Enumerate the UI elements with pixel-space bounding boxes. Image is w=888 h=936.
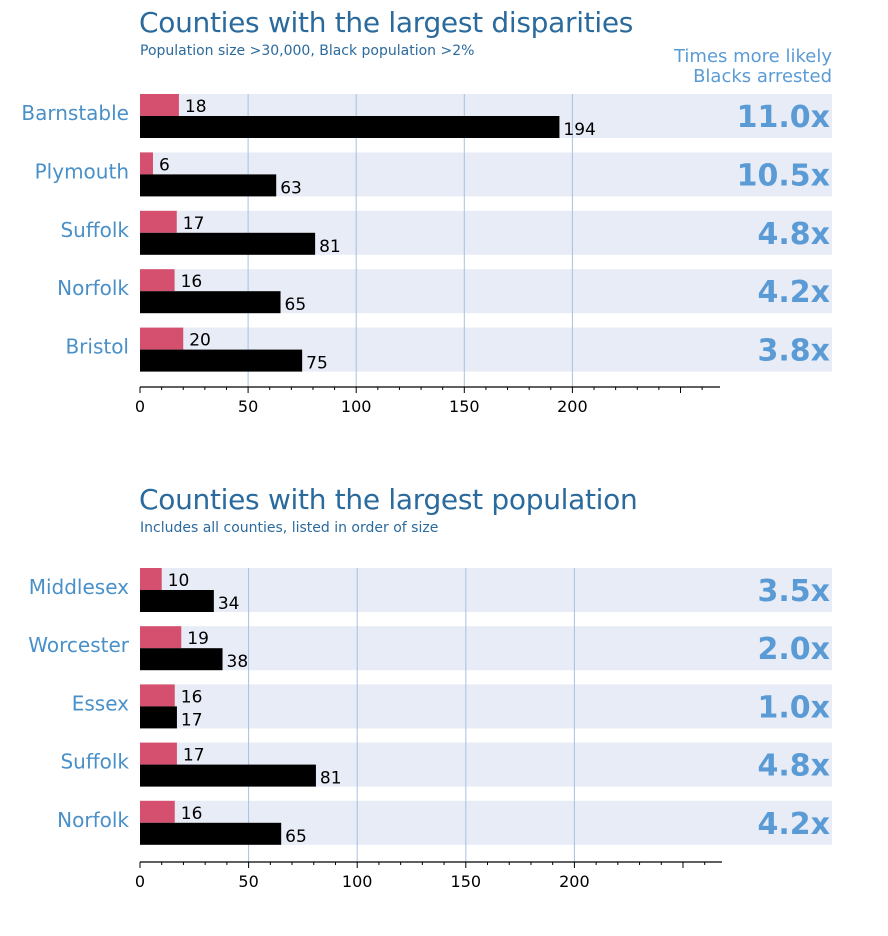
data-label: 19 — [187, 629, 209, 649]
bar-white — [140, 626, 182, 649]
bar-white — [140, 742, 177, 765]
data-label: 16 — [181, 272, 203, 292]
bar-white — [140, 327, 184, 350]
row-band — [140, 626, 832, 671]
data-label: 34 — [218, 594, 240, 614]
bar-black — [140, 349, 303, 372]
category-label: Suffolk — [60, 750, 129, 774]
data-label: 18 — [185, 97, 207, 117]
disparities-chart-plot: Barnstable 18 194 11.0x Plymouth 6 63 10.5x Suff… — [21, 94, 832, 416]
bar-white — [140, 684, 175, 707]
ratio-label: 3.5x — [758, 574, 831, 609]
ratio-label: 10.5x — [737, 158, 830, 193]
bar-black — [140, 291, 281, 314]
category-label: Middlesex — [29, 575, 129, 599]
category-label: Barnstable — [21, 101, 129, 125]
ratio-header-line: Blacks arrested — [693, 66, 832, 87]
ratio-label: 1.0x — [758, 690, 831, 725]
x-tick-label: 50 — [238, 397, 258, 416]
bar-white — [140, 210, 177, 233]
chart-subtitle: Includes all counties, listed in order o… — [140, 520, 439, 536]
chart-title: Counties with the largest disparities — [139, 6, 634, 39]
data-label: 17 — [183, 214, 205, 234]
x-tick-label: 0 — [135, 397, 145, 416]
x-tick-label: 150 — [451, 872, 482, 891]
data-label: 16 — [181, 804, 203, 824]
data-label: 63 — [280, 178, 302, 198]
x-tick-label: 100 — [342, 872, 373, 891]
ratio-header: Times more likely Blacks arrested — [674, 47, 832, 87]
data-label: 6 — [159, 155, 170, 175]
bar-black — [140, 648, 223, 671]
data-label: 20 — [189, 331, 211, 351]
x-tick-label: 100 — [341, 397, 372, 416]
chart-title: Counties with the largest population — [139, 483, 638, 516]
x-tick-label: 0 — [135, 872, 145, 891]
data-label: 38 — [227, 652, 249, 672]
data-label: 194 — [563, 120, 595, 140]
data-label: 65 — [285, 827, 307, 847]
data-label: 17 — [181, 710, 203, 730]
ratio-header-line: Times more likely — [673, 46, 832, 67]
bar-black — [140, 822, 282, 845]
bar-black — [140, 174, 277, 197]
ratio-label: 4.2x — [758, 275, 831, 310]
ratio-label: 3.8x — [758, 334, 831, 369]
data-label: 75 — [306, 354, 328, 374]
bar-white — [140, 800, 175, 823]
category-label: Essex — [72, 691, 129, 715]
bar-white — [140, 152, 153, 175]
data-label: 16 — [181, 687, 203, 707]
bar-black — [140, 232, 316, 255]
ratio-label: 4.8x — [758, 217, 831, 252]
row-band — [140, 684, 832, 729]
data-label: 65 — [285, 295, 307, 315]
category-label: Norfolk — [57, 808, 129, 832]
category-label: Norfolk — [57, 276, 129, 300]
bar-black — [140, 706, 177, 729]
data-label: 81 — [320, 769, 342, 789]
category-label: Worcester — [28, 633, 129, 657]
row-band — [140, 568, 832, 612]
x-tick-label: 200 — [559, 872, 590, 891]
x-tick-label: 150 — [449, 397, 480, 416]
ratio-label: 2.0x — [758, 632, 831, 667]
bar-white — [140, 568, 162, 590]
data-label: 10 — [168, 571, 190, 591]
chart-subtitle: Population size >30,000, Black populatio… — [140, 43, 475, 59]
data-label: 17 — [183, 746, 205, 766]
bar-white — [140, 94, 179, 116]
bar-black — [140, 764, 316, 787]
bar-white — [140, 269, 175, 292]
ratio-label: 11.0x — [737, 100, 830, 135]
x-tick-label: 200 — [557, 397, 588, 416]
category-label: Suffolk — [60, 218, 129, 242]
bar-black — [140, 116, 560, 138]
category-label: Bristol — [65, 335, 129, 359]
data-label: 81 — [319, 237, 341, 257]
ratio-label: 4.2x — [758, 807, 831, 842]
bar-black — [140, 590, 214, 612]
ratio-label: 4.8x — [758, 749, 831, 784]
category-label: Plymouth — [35, 159, 129, 183]
x-tick-label: 50 — [238, 872, 258, 891]
